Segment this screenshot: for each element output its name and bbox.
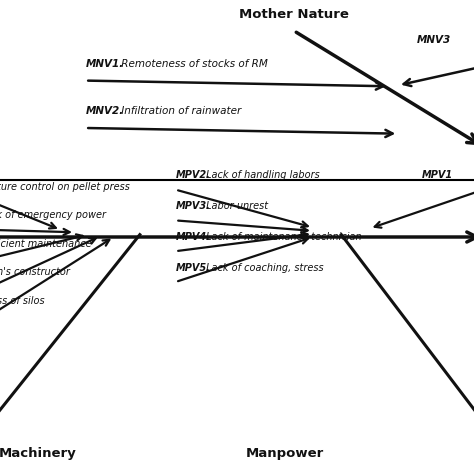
Text: Machinery: Machinery xyxy=(0,447,77,460)
Text: ature control on pellet press: ature control on pellet press xyxy=(0,182,129,192)
Text: Infiltration of rainwater: Infiltration of rainwater xyxy=(118,106,241,116)
Text: MPV3.: MPV3. xyxy=(175,201,210,211)
Text: MPV2.: MPV2. xyxy=(175,170,210,180)
Text: Labor unrest: Labor unrest xyxy=(203,201,268,211)
Text: ck of emergency power: ck of emergency power xyxy=(0,210,106,220)
Text: Lack of handling labors: Lack of handling labors xyxy=(203,170,319,180)
Text: MPV5.: MPV5. xyxy=(175,263,210,273)
Text: MPV4.: MPV4. xyxy=(175,232,210,242)
Text: Lack of coaching, stress: Lack of coaching, stress xyxy=(203,263,323,273)
Text: MNV1.: MNV1. xyxy=(85,59,124,69)
Text: Manpower: Manpower xyxy=(245,447,324,460)
Text: on's constructor: on's constructor xyxy=(0,267,69,277)
Text: MNV3: MNV3 xyxy=(417,35,451,45)
Text: Remoteness of stocks of RM: Remoteness of stocks of RM xyxy=(118,59,267,69)
Text: MNV2.: MNV2. xyxy=(85,106,124,116)
Text: Lack of maintenance technician: Lack of maintenance technician xyxy=(203,232,362,242)
Text: Mother Nature: Mother Nature xyxy=(239,9,349,21)
Text: fficient maintenance: fficient maintenance xyxy=(0,239,91,249)
Text: ess of silos: ess of silos xyxy=(0,296,44,306)
Text: MPV1: MPV1 xyxy=(422,170,453,180)
